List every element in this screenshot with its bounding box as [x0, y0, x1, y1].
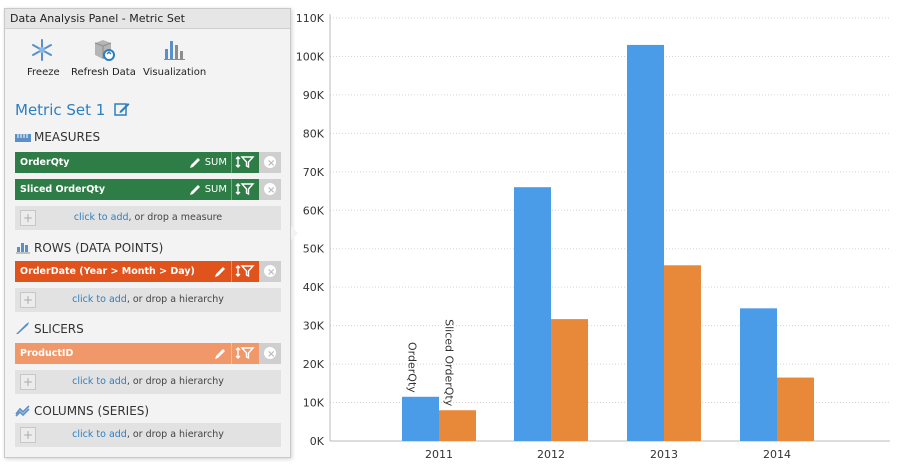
add-icon[interactable]: + [20, 210, 36, 226]
click-to-add-link[interactable]: click to add [73, 212, 129, 223]
sort-filter-icon[interactable] [231, 343, 257, 364]
edit-pencil-icon[interactable] [213, 265, 227, 279]
remove-measure-button[interactable]: × [259, 179, 281, 200]
slicer-knife-icon [16, 322, 29, 334]
y-tick-label: 20K [303, 358, 325, 371]
x-tick-label: 2012 [537, 448, 565, 461]
freeze-button[interactable]: Freeze [27, 35, 60, 78]
rows-drop-zone[interactable]: + click to add, or drop a hierarchy [15, 288, 281, 312]
sort-filter-icon[interactable] [231, 261, 257, 282]
y-tick-label: 60K [303, 204, 325, 217]
refresh-data-button[interactable]: Refresh Data [71, 35, 136, 78]
bar-orderqty-2012[interactable] [514, 187, 551, 441]
bar-orderqty-2011[interactable] [402, 396, 439, 441]
edit-pencil-icon[interactable] [188, 156, 202, 170]
y-tick-label: 0K [310, 435, 325, 448]
add-icon[interactable]: + [20, 427, 36, 443]
bar-sliced-orderqty-2014[interactable] [777, 377, 814, 441]
bar-chart: 0K 10K 20K 30K 40K 50K 60K 70K 80K 90K 100K 110K 201… [296, 12, 890, 461]
y-tick-label: 110K [296, 12, 325, 25]
series-label: OrderQty [406, 342, 419, 393]
rows-section-heading: ROWS (DATA POINTS) [15, 240, 163, 255]
y-tick-label: 100K [296, 50, 325, 63]
aggregation-label[interactable]: SUM [204, 184, 227, 195]
columns-drop-zone[interactable]: + click to add, or drop a hierarchy [15, 423, 281, 447]
slicers-drop-zone[interactable]: + click to add, or drop a hierarchy [15, 370, 281, 394]
measures-section-heading: MEASURES [15, 130, 100, 144]
bar-orderqty-2014[interactable] [740, 308, 777, 441]
refresh-data-icon [71, 35, 135, 65]
sort-filter-icon[interactable] [231, 179, 257, 200]
click-to-add-link[interactable]: click to add [72, 429, 127, 440]
panel-title: Data Analysis Panel - Metric Set [5, 9, 290, 29]
rows-data-points-icon [16, 243, 30, 254]
add-icon[interactable]: + [20, 292, 36, 308]
series-label: Sliced OrderQty [443, 319, 456, 407]
click-to-add-link[interactable]: click to add [72, 294, 127, 305]
bar-sliced-orderqty-2011[interactable] [439, 410, 476, 441]
freeze-icon [27, 35, 57, 65]
y-tick-label: 80K [303, 127, 325, 140]
measures-drop-zone[interactable]: + click to add, or drop a measure [15, 206, 281, 230]
measure-chip-orderqty[interactable]: OrderQty SUM × [15, 152, 281, 173]
remove-row-button[interactable]: × [259, 261, 281, 282]
bar-sliced-orderqty-2013[interactable] [664, 265, 701, 441]
close-icon: × [267, 349, 276, 360]
y-tick-label: 50K [303, 243, 325, 256]
row-chip-orderdate[interactable]: OrderDate (Year > Month > Day) × [15, 261, 281, 282]
slicers-section-heading: SLICERS [15, 321, 84, 336]
x-tick-label: 2013 [650, 448, 678, 461]
edit-pencil-icon[interactable] [213, 347, 227, 361]
y-tick-label: 10K [303, 397, 325, 410]
close-icon: × [267, 267, 276, 278]
y-tick-label: 30K [303, 320, 325, 333]
bar-sliced-orderqty-2012[interactable] [551, 319, 588, 441]
x-tick-label: 2014 [763, 448, 791, 461]
data-analysis-panel: Data Analysis Panel - Metric Set Freeze [4, 8, 291, 458]
remove-slicer-button[interactable]: × [259, 343, 281, 364]
x-tick-label: 2011 [425, 448, 453, 461]
y-tick-label: 90K [303, 89, 325, 102]
y-tick-label: 40K [303, 281, 325, 294]
edit-pencil-icon[interactable] [188, 183, 202, 197]
columns-section-heading: COLUMNS (SERIES) [15, 403, 149, 418]
aggregation-label[interactable]: SUM [204, 157, 227, 168]
close-icon: × [267, 185, 276, 196]
bar-orderqty-2013[interactable] [627, 44, 664, 441]
columns-series-icon [15, 405, 30, 417]
edit-metric-set-icon[interactable] [114, 101, 130, 121]
visualization-button[interactable]: Visualization [143, 35, 206, 78]
measure-chip-sliced-orderqty[interactable]: Sliced OrderQty SUM × [15, 179, 281, 200]
y-tick-label: 70K [303, 166, 325, 179]
metric-set-title[interactable]: Metric Set 1 [15, 101, 130, 121]
click-to-add-link[interactable]: click to add [72, 376, 127, 387]
measures-icon [15, 134, 31, 142]
sort-filter-icon[interactable] [231, 152, 257, 173]
add-icon[interactable]: + [20, 374, 36, 390]
slicer-chip-productid[interactable]: ProductID × [15, 343, 281, 364]
panel-pointer [291, 226, 298, 240]
visualization-icon [143, 35, 205, 65]
remove-measure-button[interactable]: × [259, 152, 281, 173]
close-icon: × [267, 158, 276, 169]
